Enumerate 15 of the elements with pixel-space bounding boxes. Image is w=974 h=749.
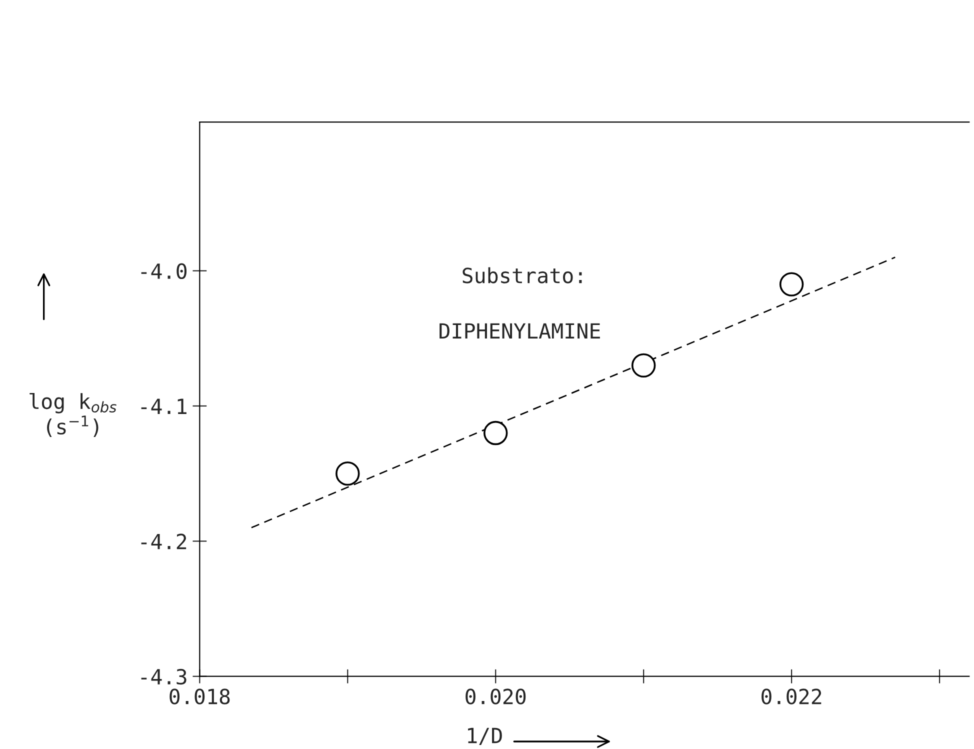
point (779, 272, 804, 296)
point (631, 353, 656, 378)
x-tick-label: 0.022 (762, 688, 822, 704)
y-tick-label: -4.1 (141, 398, 186, 414)
x-axis-title: 1/D (468, 728, 502, 746)
x-tick-label: 0.020 (466, 688, 526, 704)
point (484, 420, 508, 446)
annotation: Substrato: (462, 267, 582, 284)
y-tick-label: -4.2 (141, 534, 186, 550)
point (336, 461, 360, 486)
y-tick-label: -4.3 (141, 668, 186, 685)
annotation: DIPHENYLAMINE (440, 323, 600, 339)
y-tick-label: -4.0 (141, 263, 187, 280)
x-tick-label: 0.018 (170, 688, 230, 704)
text: log k$_{obs}$ (s$^{−1}$) (30, 392, 116, 437)
